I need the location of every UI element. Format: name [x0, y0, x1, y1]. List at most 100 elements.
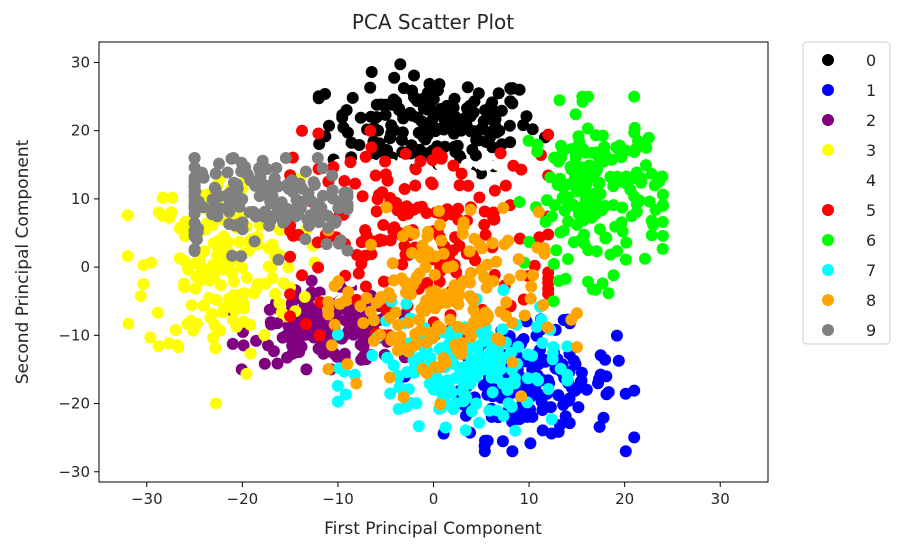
- data-point: [434, 218, 446, 231]
- data-point: [447, 159, 460, 172]
- data-point: [547, 258, 560, 270]
- x-tick-label: 0: [429, 490, 439, 508]
- data-point: [409, 163, 422, 176]
- data-point: [217, 263, 230, 276]
- data-point: [463, 245, 476, 258]
- data-point: [610, 329, 623, 342]
- data-point: [459, 189, 472, 202]
- data-point: [444, 313, 457, 326]
- data-point: [367, 334, 380, 347]
- data-point: [173, 252, 186, 265]
- data-point: [547, 295, 560, 308]
- x-tick-label: 20: [615, 490, 634, 508]
- data-point: [470, 134, 483, 147]
- data-point: [356, 190, 369, 203]
- y-axis-ticks: −30 −20 −10 0 10 20 30: [58, 53, 99, 481]
- data-point: [262, 260, 275, 273]
- data-point: [506, 356, 519, 369]
- data-point: [387, 93, 400, 106]
- data-point: [599, 353, 612, 366]
- data-point: [364, 81, 377, 94]
- data-point: [553, 94, 566, 107]
- data-point: [555, 139, 567, 152]
- data-point: [310, 198, 323, 210]
- data-point: [377, 275, 390, 288]
- data-point: [320, 238, 333, 251]
- data-point: [380, 201, 393, 214]
- data-point: [208, 319, 221, 332]
- data-point: [528, 259, 541, 272]
- data-point: [227, 314, 239, 327]
- data-point: [447, 403, 460, 416]
- data-point: [512, 253, 525, 266]
- data-point: [397, 82, 410, 95]
- data-point: [271, 317, 284, 330]
- data-point: [240, 271, 253, 284]
- data-point: [259, 205, 271, 218]
- data-point: [346, 91, 359, 104]
- data-point: [529, 372, 542, 385]
- data-point: [397, 112, 410, 125]
- legend-item-2: 2: [822, 111, 876, 130]
- data-point: [396, 258, 409, 271]
- data-point: [206, 307, 219, 320]
- data-point: [231, 178, 243, 191]
- data-point: [558, 192, 571, 204]
- data-point: [300, 318, 313, 331]
- data-point: [377, 219, 390, 231]
- data-point: [573, 208, 585, 221]
- data-point: [494, 147, 507, 160]
- data-point: [645, 214, 658, 227]
- data-point: [567, 236, 580, 249]
- data-point: [419, 298, 431, 311]
- data-point: [173, 222, 186, 235]
- data-point: [656, 199, 669, 212]
- series-6: [513, 90, 669, 308]
- data-point: [333, 297, 346, 310]
- data-point: [188, 202, 201, 214]
- data-point: [279, 152, 292, 164]
- x-axis-label: First Principal Component: [324, 519, 542, 539]
- data-point: [602, 386, 615, 399]
- data-point: [337, 256, 350, 268]
- data-point: [518, 309, 531, 322]
- data-point: [226, 249, 239, 262]
- data-point: [493, 349, 506, 362]
- data-point: [353, 139, 366, 151]
- data-point: [152, 340, 165, 353]
- data-point: [503, 119, 516, 132]
- data-point: [269, 287, 282, 300]
- data-point: [558, 204, 571, 217]
- data-point: [396, 126, 409, 139]
- data-point: [418, 121, 431, 133]
- data-point: [449, 371, 462, 384]
- legend-item-6: 6: [822, 231, 876, 250]
- data-point: [435, 234, 448, 247]
- data-point: [503, 273, 516, 286]
- data-point: [137, 278, 150, 290]
- data-point: [299, 328, 312, 341]
- data-point: [413, 313, 426, 326]
- data-point: [166, 191, 179, 204]
- data-point: [557, 224, 570, 237]
- data-point: [546, 353, 559, 366]
- data-point: [293, 346, 306, 358]
- data-point: [550, 244, 563, 257]
- data-point: [188, 243, 201, 256]
- data-point: [267, 345, 280, 358]
- legend-marker: [822, 84, 834, 96]
- data-point: [341, 358, 354, 371]
- data-point: [282, 182, 295, 195]
- data-point: [639, 252, 651, 265]
- data-point: [209, 342, 222, 355]
- data-point: [645, 167, 658, 180]
- data-point: [393, 169, 405, 182]
- data-point: [298, 290, 311, 303]
- data-point: [226, 197, 239, 210]
- data-point: [607, 269, 620, 282]
- data-point: [492, 87, 505, 100]
- data-point: [468, 95, 481, 108]
- data-point: [451, 139, 464, 152]
- data-point: [398, 239, 411, 252]
